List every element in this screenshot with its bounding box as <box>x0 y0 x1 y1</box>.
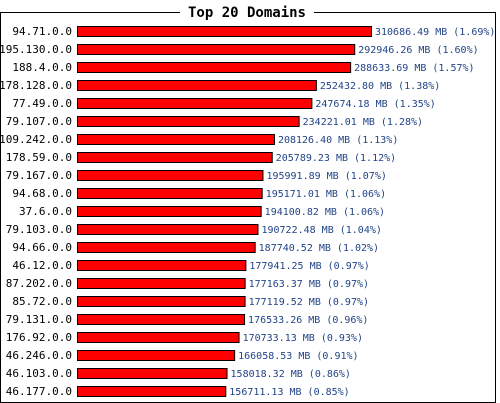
bar <box>77 314 246 325</box>
bar <box>77 152 273 163</box>
bar <box>77 26 372 37</box>
category-label: 94.66.0.0 <box>12 241 72 254</box>
value-label: 190722.48 MB (1.04%) <box>261 225 381 236</box>
category-label: 46.177.0.0 <box>6 385 72 398</box>
value-label: 208126.40 MB (1.13%) <box>278 135 398 146</box>
bar <box>77 170 264 181</box>
category-label: 178.59.0.0 <box>6 151 72 164</box>
category-label: 94.71.0.0 <box>12 25 72 38</box>
value-label: 176533.26 MB (0.96%) <box>248 315 368 326</box>
value-label: 288633.69 MB (1.57%) <box>354 63 474 74</box>
value-label: 170733.13 MB (0.93%) <box>243 333 363 344</box>
bar <box>77 116 300 127</box>
category-label: 195.130.0.0 <box>0 43 72 56</box>
value-label: 252432.80 MB (1.38%) <box>320 81 440 92</box>
value-label: 177941.25 MB (0.97%) <box>249 261 369 272</box>
category-label: 94.68.0.0 <box>12 187 72 200</box>
bars-group: 94.71.0.0 310686.49 MB (1.69%) 195.130.0.0… <box>0 25 495 398</box>
bar <box>77 278 246 289</box>
value-label: 195991.89 MB (1.07%) <box>266 171 386 182</box>
value-label: 205789.23 MB (1.12%) <box>276 153 396 164</box>
value-label: 247674.18 MB (1.35%) <box>315 99 435 110</box>
category-label: 79.103.0.0 <box>6 223 72 236</box>
value-label: 187740.52 MB (1.02%) <box>259 243 379 254</box>
bar <box>77 134 275 145</box>
value-label: 292946.26 MB (1.60%) <box>358 45 478 56</box>
value-label: 234221.01 MB (1.28%) <box>303 117 423 128</box>
category-label: 79.107.0.0 <box>6 115 72 128</box>
bar <box>77 260 247 271</box>
value-label: 177119.52 MB (0.97%) <box>249 297 369 308</box>
value-label: 177163.37 MB (0.97%) <box>249 279 369 290</box>
category-label: 46.246.0.0 <box>6 349 72 362</box>
chart-title: Top 20 Domains <box>188 5 306 21</box>
chart-title-background <box>180 2 314 22</box>
category-label: 85.72.0.0 <box>12 295 72 308</box>
category-label: 46.103.0.0 <box>6 367 72 380</box>
category-label: 87.202.0.0 <box>6 277 72 290</box>
bar <box>77 296 246 307</box>
bar <box>77 242 256 253</box>
category-label: 79.131.0.0 <box>6 313 72 326</box>
value-label: 310686.49 MB (1.69%) <box>375 27 495 38</box>
value-label: 158018.32 MB (0.86%) <box>231 369 351 380</box>
bar <box>77 350 236 361</box>
value-label: 156711.13 MB (0.85%) <box>229 387 349 398</box>
bar <box>77 44 356 55</box>
value-label: 195171.01 MB (1.06%) <box>266 189 386 200</box>
bar <box>77 62 352 73</box>
category-label: 188.4.0.0 <box>12 61 72 74</box>
bar <box>77 188 263 199</box>
bar <box>77 386 227 397</box>
bar <box>77 224 259 235</box>
category-label: 79.167.0.0 <box>6 169 72 182</box>
category-label: 37.6.0.0 <box>19 205 72 218</box>
category-label: 77.49.0.0 <box>12 97 72 110</box>
bar <box>77 332 240 343</box>
bar <box>77 98 313 109</box>
category-label: 46.12.0.0 <box>12 259 72 272</box>
category-label: 178.128.0.0 <box>0 79 72 92</box>
category-label: 176.92.0.0 <box>6 331 72 344</box>
category-label: 109.242.0.0 <box>0 133 72 146</box>
value-label: 166058.53 MB (0.91%) <box>238 351 358 362</box>
bar <box>77 206 262 217</box>
bar <box>77 368 228 379</box>
value-label: 194100.82 MB (1.06%) <box>265 207 385 218</box>
bar <box>77 80 317 91</box>
